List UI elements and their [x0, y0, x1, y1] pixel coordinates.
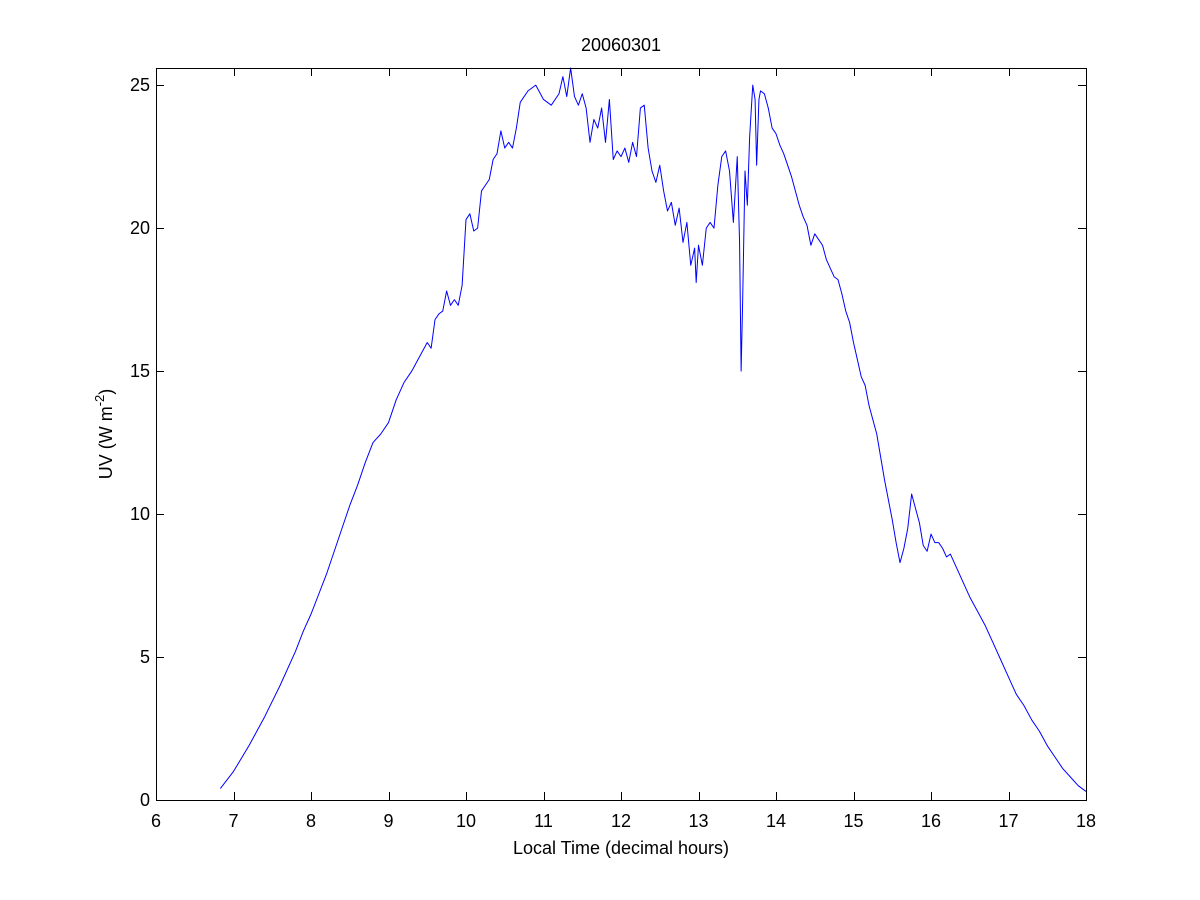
y-tick-label: 25 — [130, 75, 150, 95]
plot-area — [156, 68, 1086, 800]
y-axis-title-close: ) — [96, 389, 116, 395]
y-tick-label: 10 — [130, 504, 150, 524]
x-axis-ticks: 6 7 8 9 10 11 12 13 14 15 16 17 18 — [151, 68, 1096, 831]
y-axis-title: UV (W m-2) — [92, 389, 116, 480]
x-tick-label: 14 — [766, 811, 786, 831]
x-tick-label: 16 — [921, 811, 941, 831]
x-tick-label: 17 — [998, 811, 1018, 831]
y-axis-ticks: 0 5 10 15 20 25 — [130, 75, 1086, 810]
x-tick-label: 13 — [688, 811, 708, 831]
y-tick-label: 0 — [140, 790, 150, 810]
uv-series-line — [219, 67, 1087, 792]
y-tick-label: 5 — [140, 647, 150, 667]
x-tick-label: 6 — [151, 811, 161, 831]
x-tick-label: 18 — [1076, 811, 1096, 831]
x-tick-label: 12 — [611, 811, 631, 831]
x-tick-label: 11 — [534, 811, 553, 831]
x-tick-label: 10 — [456, 811, 476, 831]
chart-title: 20060301 — [581, 35, 661, 55]
y-axis-title-base: UV (W m — [96, 406, 116, 479]
y-axis-title-superscript: -2 — [92, 395, 107, 407]
y-tick-label: 20 — [130, 218, 150, 238]
y-tick-label: 15 — [130, 361, 150, 381]
x-axis-title: Local Time (decimal hours) — [513, 838, 729, 858]
x-tick-label: 15 — [843, 811, 863, 831]
x-tick-label: 8 — [306, 811, 316, 831]
x-tick-label: 9 — [383, 811, 393, 831]
x-tick-label: 7 — [228, 811, 238, 831]
series-layer — [219, 67, 1087, 792]
